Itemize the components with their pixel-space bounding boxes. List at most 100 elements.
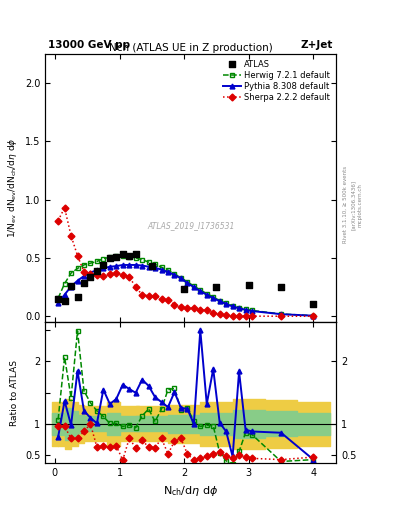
Herwig 7.2.1 default — [114, 253, 119, 259]
Herwig 7.2.1 default — [82, 262, 86, 268]
ATLAS — [94, 267, 100, 275]
Herwig 7.2.1 default — [107, 254, 112, 261]
Text: Z+Jet: Z+Jet — [301, 40, 333, 50]
Text: 13000 GeV pp: 13000 GeV pp — [48, 40, 130, 50]
Pythia 8.308 default — [146, 264, 151, 270]
Sherpa 2.2.2 default — [120, 272, 125, 278]
Sherpa 2.2.2 default — [159, 296, 164, 302]
Sherpa 2.2.2 default — [56, 218, 61, 224]
Sherpa 2.2.2 default — [230, 312, 235, 318]
Sherpa 2.2.2 default — [185, 305, 190, 311]
Pythia 8.308 default — [279, 311, 283, 317]
X-axis label: N$_{\rm ch}$/d$\eta$ d$\phi$: N$_{\rm ch}$/d$\eta$ d$\phi$ — [163, 484, 218, 498]
Herwig 7.2.1 default — [198, 287, 203, 293]
Herwig 7.2.1 default — [178, 275, 183, 281]
Text: mcplots.cern.ch: mcplots.cern.ch — [358, 183, 363, 227]
Sherpa 2.2.2 default — [62, 205, 67, 211]
Pythia 8.308 default — [237, 305, 241, 311]
Sherpa 2.2.2 default — [133, 284, 138, 290]
ATLAS — [126, 251, 132, 260]
ATLAS — [100, 261, 107, 269]
Sherpa 2.2.2 default — [69, 233, 73, 239]
Pythia 8.308 default — [107, 264, 112, 270]
Pythia 8.308 default — [165, 269, 170, 275]
Sherpa 2.2.2 default — [237, 313, 241, 319]
Pythia 8.308 default — [120, 262, 125, 268]
Sherpa 2.2.2 default — [250, 313, 254, 319]
ATLAS — [132, 250, 139, 259]
Herwig 7.2.1 default — [127, 254, 132, 260]
Sherpa 2.2.2 default — [178, 304, 183, 310]
Pythia 8.308 default — [198, 288, 203, 294]
Pythia 8.308 default — [217, 298, 222, 304]
Pythia 8.308 default — [127, 262, 132, 268]
Herwig 7.2.1 default — [191, 283, 196, 289]
Herwig 7.2.1 default — [120, 253, 125, 259]
Pythia 8.308 default — [250, 308, 254, 314]
Sherpa 2.2.2 default — [191, 305, 196, 311]
Herwig 7.2.1 default — [311, 313, 316, 319]
Text: Rivet 3.1.10, ≥ 500k events: Rivet 3.1.10, ≥ 500k events — [343, 166, 348, 243]
Herwig 7.2.1 default — [153, 261, 158, 267]
Pythia 8.308 default — [311, 313, 316, 319]
Sherpa 2.2.2 default — [114, 270, 119, 276]
Text: ATLAS_2019_I1736531: ATLAS_2019_I1736531 — [147, 221, 234, 230]
Y-axis label: 1/N$_{\rm ev}$ dN$_{\rm ev}$/dN$_{\rm ch}$/d$\eta$ d$\phi$: 1/N$_{\rm ev}$ dN$_{\rm ev}$/dN$_{\rm ch… — [6, 138, 19, 238]
Herwig 7.2.1 default — [165, 267, 170, 273]
Line: Herwig 7.2.1 default: Herwig 7.2.1 default — [56, 254, 316, 318]
Pythia 8.308 default — [56, 300, 61, 306]
Line: Pythia 8.308 default: Pythia 8.308 default — [56, 263, 316, 318]
Pythia 8.308 default — [140, 263, 145, 269]
Herwig 7.2.1 default — [204, 290, 209, 296]
Pythia 8.308 default — [75, 278, 80, 284]
Sherpa 2.2.2 default — [217, 311, 222, 317]
Pythia 8.308 default — [88, 269, 93, 275]
Herwig 7.2.1 default — [224, 301, 228, 307]
Pythia 8.308 default — [69, 284, 73, 290]
Herwig 7.2.1 default — [146, 259, 151, 265]
Sherpa 2.2.2 default — [211, 310, 216, 316]
Herwig 7.2.1 default — [172, 271, 177, 277]
Sherpa 2.2.2 default — [75, 252, 80, 259]
ATLAS — [61, 296, 68, 305]
Pythia 8.308 default — [178, 275, 183, 282]
Legend: ATLAS, Herwig 7.2.1 default, Pythia 8.308 default, Sherpa 2.2.2 default: ATLAS, Herwig 7.2.1 default, Pythia 8.30… — [221, 58, 332, 103]
Sherpa 2.2.2 default — [101, 273, 106, 279]
Herwig 7.2.1 default — [211, 294, 216, 300]
Sherpa 2.2.2 default — [172, 302, 177, 308]
Pythia 8.308 default — [204, 292, 209, 298]
ATLAS — [107, 254, 113, 262]
Herwig 7.2.1 default — [243, 306, 248, 312]
ATLAS — [119, 250, 126, 258]
Herwig 7.2.1 default — [185, 279, 190, 285]
Sherpa 2.2.2 default — [82, 269, 86, 275]
ATLAS — [213, 283, 220, 291]
Pythia 8.308 default — [153, 265, 158, 271]
Herwig 7.2.1 default — [75, 265, 80, 271]
Sherpa 2.2.2 default — [224, 312, 228, 318]
Herwig 7.2.1 default — [217, 297, 222, 304]
Sherpa 2.2.2 default — [198, 307, 203, 313]
Herwig 7.2.1 default — [62, 281, 67, 287]
Pythia 8.308 default — [211, 295, 216, 301]
Sherpa 2.2.2 default — [153, 293, 158, 299]
Sherpa 2.2.2 default — [146, 293, 151, 299]
ATLAS — [68, 282, 74, 290]
Herwig 7.2.1 default — [69, 270, 73, 276]
ATLAS — [278, 283, 284, 291]
ATLAS — [310, 300, 316, 308]
Pythia 8.308 default — [230, 303, 235, 309]
Herwig 7.2.1 default — [237, 305, 241, 311]
Pythia 8.308 default — [159, 267, 164, 273]
Sherpa 2.2.2 default — [279, 313, 283, 319]
Herwig 7.2.1 default — [140, 257, 145, 263]
Herwig 7.2.1 default — [279, 311, 283, 317]
Sherpa 2.2.2 default — [204, 307, 209, 313]
Sherpa 2.2.2 default — [95, 272, 99, 279]
Pythia 8.308 default — [172, 272, 177, 278]
Title: Nch (ATLAS UE in Z production): Nch (ATLAS UE in Z production) — [109, 43, 272, 53]
Sherpa 2.2.2 default — [243, 313, 248, 319]
Herwig 7.2.1 default — [133, 255, 138, 261]
ATLAS — [74, 293, 81, 301]
Pythia 8.308 default — [101, 265, 106, 271]
